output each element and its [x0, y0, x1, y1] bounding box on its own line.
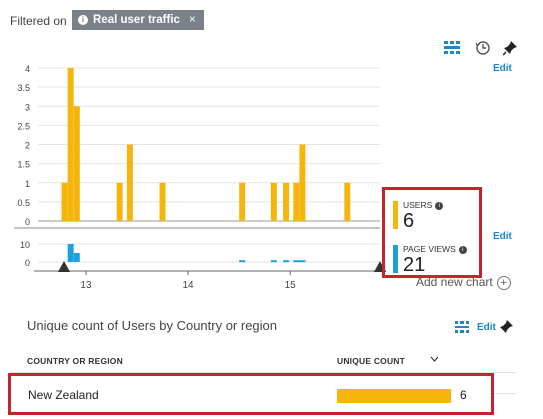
y-tick-label: 4 — [25, 64, 30, 74]
history-clock-icon[interactable] — [475, 40, 490, 55]
y-tick-label: 3.5 — [17, 83, 30, 93]
page-views-color-bar — [393, 245, 398, 273]
y-tick-label: 1.5 — [17, 160, 30, 170]
grid-view-icon[interactable] — [444, 41, 460, 55]
edit-table-link[interactable]: Edit — [477, 322, 496, 333]
y-tick-label: 0 — [25, 258, 30, 268]
plus-circle-icon: + — [496, 275, 511, 290]
divider — [494, 393, 516, 394]
users-metric-value: 6 — [403, 210, 415, 232]
y-tick-label: 2.5 — [17, 121, 30, 131]
divider — [10, 372, 516, 373]
column-header-country[interactable]: COUNTRY OR REGION — [27, 356, 123, 366]
y-tick-label: 3 — [25, 102, 30, 112]
pin-icon[interactable] — [500, 320, 513, 334]
column-header-unique-count[interactable]: UNIQUE COUNT — [337, 356, 406, 366]
filter-label: Filtered on — [10, 14, 67, 28]
page-views-bar — [270, 260, 277, 263]
traffic-chart: 4 3.5 3 2.5 2 1.5 1 0.5 0 10 0 13 14 15 — [14, 64, 386, 291]
info-icon: i — [435, 201, 444, 210]
y-tick-label: 10 — [20, 240, 30, 250]
add-new-chart-label: Add new chart — [416, 275, 493, 289]
close-icon[interactable]: × — [188, 14, 196, 26]
users-bar — [283, 182, 290, 221]
page-views-bar — [73, 253, 80, 262]
page-views-metric-label: PAGE VIEWS i — [403, 244, 467, 254]
grid-view-icon[interactable] — [455, 321, 469, 333]
users-bar — [239, 182, 246, 221]
table-row[interactable]: New Zealand 6 — [8, 373, 494, 415]
users-bar — [293, 182, 300, 221]
users-bar — [344, 182, 351, 221]
chevron-down-icon[interactable] — [430, 356, 439, 363]
count-cell: 6 — [460, 388, 467, 402]
users-bar — [299, 144, 306, 221]
y-tick-label: 0 — [25, 217, 30, 227]
info-icon: i — [458, 245, 467, 254]
x-tick-label: 13 — [80, 280, 92, 291]
x-tick-label: 15 — [285, 280, 297, 291]
edit-metrics-link[interactable]: Edit — [493, 231, 512, 242]
x-tick-label: 14 — [183, 280, 195, 291]
filter-chip-label: Real user traffic — [93, 14, 180, 26]
users-color-bar — [393, 201, 398, 229]
y-tick-label: 2 — [25, 141, 30, 151]
metrics-summary: USERS i 6 PAGE VIEWS i 21 — [382, 187, 482, 278]
users-bar — [67, 68, 74, 221]
section-title: Unique count of Users by Country or regi… — [27, 318, 278, 333]
page-views-bar — [299, 260, 306, 263]
y-tick-label: 0.5 — [17, 198, 30, 208]
users-bar — [159, 182, 166, 221]
y-tick-label: 1 — [25, 179, 30, 189]
country-cell: New Zealand — [28, 388, 99, 402]
count-bar — [337, 389, 451, 403]
add-new-chart-button[interactable]: Add new chart + — [416, 275, 511, 290]
users-metric-label: USERS i — [403, 200, 444, 210]
users-bar — [116, 182, 123, 221]
users-bar — [61, 182, 68, 221]
page-views-bar — [283, 260, 290, 263]
page-views-bar — [293, 260, 300, 263]
filter-chip[interactable]: i Real user traffic × — [72, 10, 204, 30]
range-handle-left[interactable] — [58, 261, 70, 272]
page-views-bar — [239, 260, 246, 263]
pin-icon[interactable] — [503, 41, 517, 56]
edit-chart-link[interactable]: Edit — [493, 63, 512, 74]
users-bar — [270, 182, 277, 221]
info-icon: i — [78, 15, 88, 25]
users-bar — [73, 106, 80, 221]
page-views-metric-value: 21 — [403, 254, 426, 276]
page-views-bar — [67, 244, 74, 262]
users-bar — [126, 144, 133, 221]
